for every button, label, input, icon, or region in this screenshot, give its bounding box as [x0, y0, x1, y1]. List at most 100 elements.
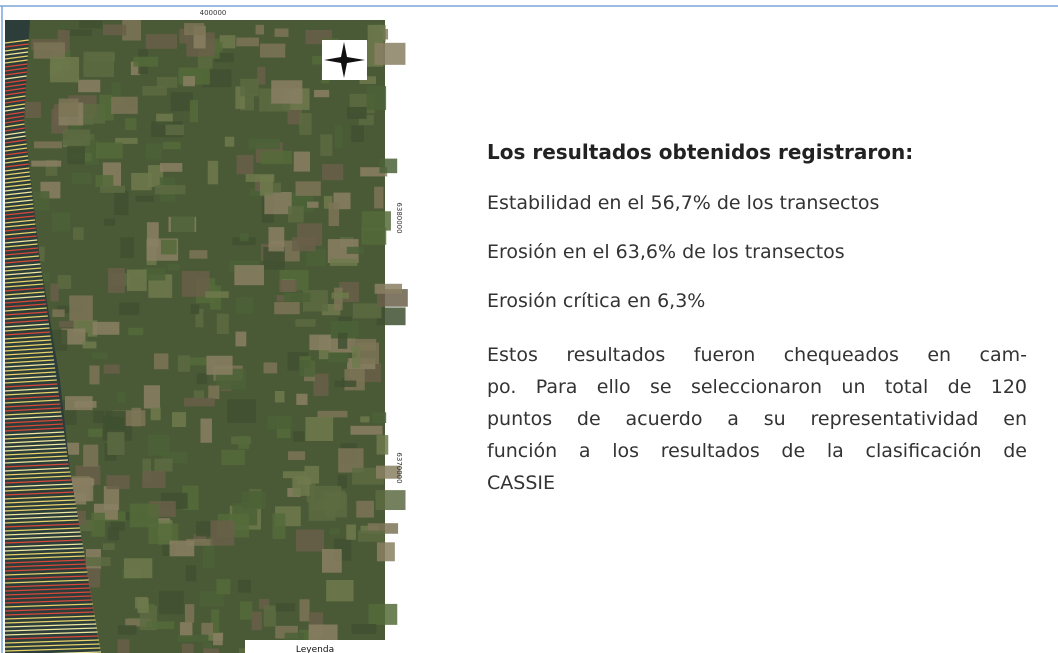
field	[293, 431, 304, 441]
field	[346, 524, 356, 539]
coord-label: 400000	[200, 9, 227, 17]
field	[376, 490, 406, 510]
field	[201, 623, 213, 635]
field	[299, 360, 315, 376]
field	[271, 80, 302, 103]
field	[309, 335, 331, 351]
field	[128, 328, 143, 335]
field	[288, 206, 304, 222]
field	[34, 42, 66, 58]
field	[352, 346, 360, 368]
field	[137, 598, 148, 613]
field	[366, 86, 386, 110]
field	[171, 216, 195, 232]
field	[52, 212, 70, 231]
field	[118, 392, 126, 403]
field	[249, 139, 280, 150]
field	[234, 265, 264, 285]
field	[180, 622, 193, 636]
field	[73, 227, 84, 240]
field	[320, 134, 332, 156]
field	[52, 309, 64, 317]
field	[72, 173, 92, 184]
field	[108, 527, 119, 540]
field	[235, 332, 246, 347]
field	[335, 381, 357, 387]
field	[148, 435, 170, 456]
field	[93, 411, 104, 423]
field	[155, 185, 186, 194]
field	[216, 579, 230, 594]
coord-label: 6380000	[395, 202, 403, 233]
field	[124, 410, 145, 426]
field	[93, 322, 120, 335]
field	[240, 601, 252, 619]
field	[372, 412, 386, 423]
field	[294, 152, 310, 172]
field	[296, 394, 307, 405]
field	[159, 591, 184, 614]
field	[374, 43, 405, 65]
field	[283, 471, 306, 478]
paragraph-line: CASSIE	[487, 467, 1027, 499]
field	[242, 491, 266, 508]
field	[236, 297, 253, 314]
field	[238, 436, 249, 449]
field	[92, 352, 108, 358]
field	[79, 21, 102, 29]
field	[95, 175, 113, 187]
result-item: Erosión en el 63,6% de los transectos	[487, 241, 1027, 263]
field	[292, 476, 309, 496]
field	[217, 314, 229, 334]
field	[63, 129, 90, 145]
field	[203, 649, 219, 653]
field	[297, 223, 322, 245]
field	[347, 107, 367, 119]
field	[205, 291, 228, 298]
field	[50, 57, 79, 82]
field	[295, 319, 315, 327]
field	[374, 187, 383, 209]
field	[100, 186, 125, 193]
field	[296, 181, 321, 196]
field	[103, 25, 126, 36]
field	[165, 125, 183, 135]
field	[83, 445, 98, 467]
field	[358, 531, 385, 542]
field	[104, 365, 120, 374]
field	[221, 450, 244, 465]
field	[240, 233, 249, 241]
field	[114, 191, 128, 215]
field	[300, 599, 310, 621]
field	[246, 174, 275, 182]
text-block: Los resultados obtenidos registraron: Es…	[487, 140, 1027, 499]
field	[305, 417, 333, 441]
field	[154, 459, 172, 472]
field	[328, 352, 348, 362]
field	[210, 520, 234, 545]
field	[86, 53, 115, 62]
field	[91, 513, 105, 537]
field	[136, 196, 154, 202]
field	[206, 356, 232, 375]
field	[118, 639, 130, 653]
field	[131, 173, 152, 190]
field	[329, 202, 340, 226]
field	[31, 161, 61, 167]
field	[338, 333, 347, 349]
field	[334, 288, 343, 311]
field	[296, 530, 324, 552]
field	[260, 44, 285, 58]
field	[208, 161, 218, 184]
field	[240, 79, 258, 97]
field	[144, 268, 166, 281]
field	[311, 486, 341, 511]
paragraph-line: Estos resultados fueron chequeados en ca…	[487, 339, 1027, 371]
field	[306, 249, 326, 267]
field	[50, 284, 58, 302]
field	[183, 76, 195, 86]
field	[78, 80, 100, 93]
field	[285, 633, 304, 641]
field	[256, 25, 264, 35]
field	[142, 471, 165, 488]
